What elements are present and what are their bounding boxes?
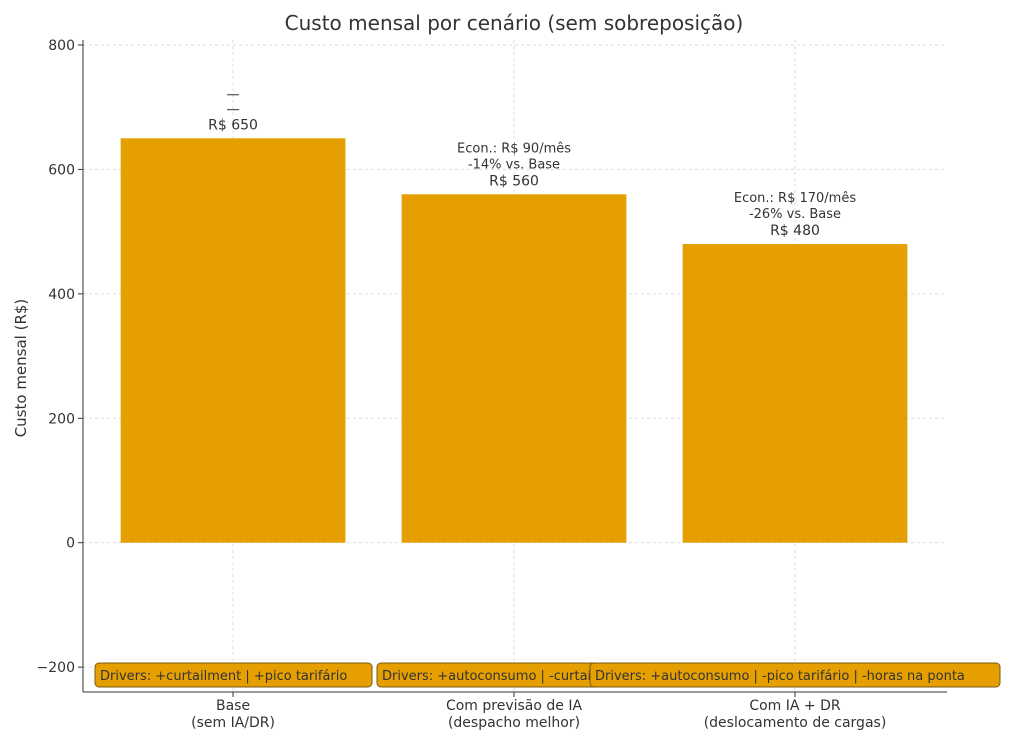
x-tick-label: Com IA + DR <box>749 698 841 714</box>
y-axis-label: Custo mensal (R$) <box>12 299 30 438</box>
driver-label: Drivers: +autoconsumo | -pico tarifário … <box>595 669 965 684</box>
chart-title: Custo mensal por cenário (sem sobreposiç… <box>285 11 744 35</box>
y-tick-label: 200 <box>48 411 75 427</box>
driver-box: Drivers: +autoconsumo | -pico tarifário … <box>589 662 1001 688</box>
y-tick-label: 400 <box>48 287 75 303</box>
savings-label: Econ.: R$ 90/mês <box>457 141 571 156</box>
driver-label: Drivers: +curtailment | +pico tarifário <box>100 669 347 684</box>
y-tick-label: 0 <box>66 536 75 552</box>
driver-box-bg <box>589 662 1001 688</box>
savings-label: Econ.: R$ 170/mês <box>734 191 856 206</box>
driver-box-bg <box>94 662 373 688</box>
y-tick-label: 600 <box>48 162 75 178</box>
driver-box: Drivers: +curtailment | +pico tarifário <box>94 662 373 688</box>
x-tick-label: Com previsão de IA <box>446 698 583 714</box>
value-label: R$ 560 <box>489 173 539 189</box>
x-tick-label: (sem IA/DR) <box>191 715 275 731</box>
bar <box>682 244 908 543</box>
driver-label: Drivers: +autoconsumo | -curtailment <box>382 669 629 684</box>
x-tick-label: Base <box>216 698 250 714</box>
value-label: R$ 480 <box>770 223 820 239</box>
x-tick-label: (despacho melhor) <box>448 715 580 731</box>
x-tick-label: (deslocamento de cargas) <box>704 715 887 731</box>
value-label: R$ 650 <box>208 117 258 133</box>
bar <box>401 194 627 543</box>
bar <box>120 138 346 543</box>
y-tick-label: 800 <box>48 38 75 54</box>
savings-label: -14% vs. Base <box>468 157 560 172</box>
savings-label: -26% vs. Base <box>749 207 841 222</box>
y-tick-label: −200 <box>37 660 75 676</box>
